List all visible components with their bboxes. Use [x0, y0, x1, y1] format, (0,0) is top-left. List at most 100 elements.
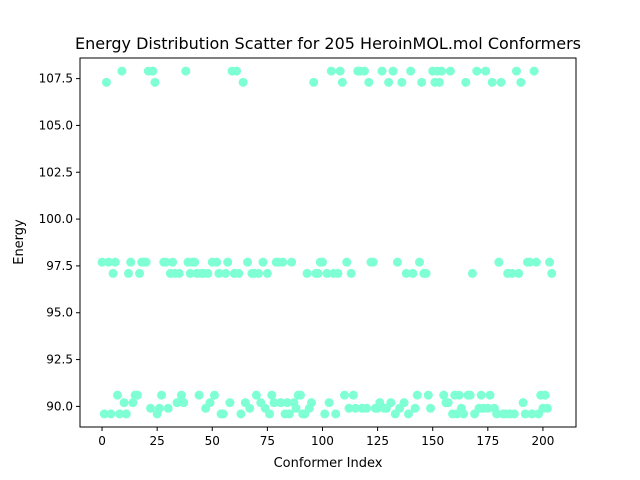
y-axis-label: Energy — [12, 219, 27, 265]
data-point — [331, 409, 341, 419]
data-point — [437, 66, 447, 76]
data-point — [251, 390, 261, 400]
x-axis-ticks: 0 25 50 75 100 125 150 175 200 — [98, 427, 554, 448]
data-point — [547, 268, 557, 278]
data-point — [115, 409, 125, 419]
data-point — [313, 268, 323, 278]
data-points — [97, 66, 557, 419]
data-point — [348, 390, 358, 400]
data-point — [434, 77, 444, 87]
data-point — [302, 268, 312, 278]
data-point — [269, 398, 279, 408]
data-point — [218, 409, 228, 419]
data-point — [324, 398, 334, 408]
data-point — [414, 257, 424, 267]
data-point — [110, 257, 120, 267]
data-point — [245, 403, 255, 413]
data-point — [174, 268, 184, 278]
data-point — [278, 257, 288, 267]
data-point — [295, 390, 305, 400]
data-point — [529, 66, 539, 76]
data-point — [176, 390, 186, 400]
y-tick-label: 92.5 — [46, 353, 73, 367]
data-point — [368, 257, 378, 267]
data-point — [234, 268, 244, 278]
data-point — [514, 268, 524, 278]
data-point — [516, 77, 526, 87]
data-point — [496, 77, 506, 87]
data-point — [483, 403, 493, 413]
data-point — [291, 403, 301, 413]
y-axis-ticks: 90.0 92.5 95.0 97.5 100.0 102.5 105.0 107.5 — [39, 72, 80, 413]
data-point — [359, 66, 369, 76]
data-point — [203, 268, 213, 278]
data-point — [135, 268, 145, 278]
data-point — [179, 398, 189, 408]
data-point — [282, 398, 292, 408]
data-point — [317, 257, 327, 267]
data-point — [465, 390, 475, 400]
data-point — [333, 268, 343, 278]
data-point — [141, 257, 151, 267]
data-point — [399, 398, 409, 408]
data-point — [117, 66, 127, 76]
data-point — [124, 268, 133, 278]
data-point — [258, 257, 268, 267]
data-point — [238, 77, 248, 87]
data-point — [243, 257, 253, 267]
data-point — [340, 390, 350, 400]
data-point — [194, 390, 204, 400]
data-point — [172, 398, 182, 408]
data-point — [209, 390, 219, 400]
data-point — [157, 390, 167, 400]
data-point — [531, 257, 541, 267]
data-point — [527, 409, 537, 419]
data-point — [408, 268, 418, 278]
data-point — [232, 66, 242, 76]
data-point — [507, 268, 517, 278]
data-point — [212, 257, 222, 267]
data-point — [445, 66, 455, 76]
data-point — [481, 66, 491, 76]
data-point — [386, 398, 396, 408]
data-point — [443, 398, 453, 408]
x-tick-label: 100 — [311, 434, 334, 448]
data-point — [214, 268, 224, 278]
data-point — [494, 257, 504, 267]
data-point — [265, 409, 275, 419]
data-point — [225, 398, 235, 408]
data-point — [454, 390, 464, 400]
data-point — [306, 398, 316, 408]
data-point — [101, 77, 111, 87]
data-point — [262, 268, 272, 278]
data-point — [472, 66, 482, 76]
data-point — [128, 398, 138, 408]
data-point — [326, 66, 336, 76]
data-point — [267, 390, 277, 400]
data-point — [520, 409, 530, 419]
x-tick-label: 25 — [150, 434, 165, 448]
data-point — [99, 409, 109, 419]
data-point — [485, 390, 495, 400]
data-point — [168, 257, 178, 267]
data-point — [126, 257, 136, 267]
data-point — [342, 257, 352, 267]
data-point — [467, 268, 477, 278]
data-point — [426, 403, 436, 413]
data-point — [161, 257, 171, 267]
data-point — [276, 398, 286, 408]
y-tick-label: 97.5 — [46, 259, 73, 273]
data-point — [121, 409, 131, 419]
x-tick-label: 50 — [205, 434, 220, 448]
data-point — [205, 398, 215, 408]
x-tick-label: 150 — [421, 434, 444, 448]
data-point — [518, 398, 528, 408]
data-point — [384, 77, 394, 87]
data-point — [335, 66, 345, 76]
x-tick-label: 200 — [531, 434, 554, 448]
x-axis-label: Conformer Index — [274, 456, 383, 471]
y-tick-label: 90.0 — [46, 399, 73, 413]
data-point — [487, 77, 497, 87]
data-point — [545, 257, 555, 267]
x-tick-label: 125 — [366, 434, 389, 448]
